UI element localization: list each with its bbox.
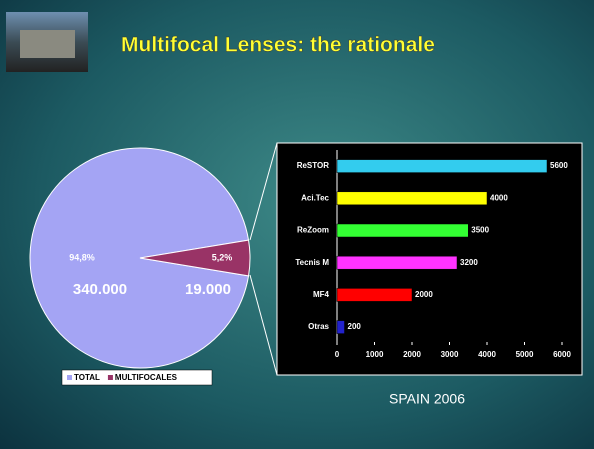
x-tick-label: 0 [335, 350, 340, 359]
pie-count-label: 19.000 [185, 281, 231, 298]
x-tick-label: 6000 [553, 350, 571, 359]
category-label: Tecnis M [295, 258, 329, 267]
x-tick-label: 2000 [403, 350, 421, 359]
photo-building [20, 30, 75, 58]
x-tick-label: 3000 [441, 350, 459, 359]
category-label: ReZoom [297, 226, 329, 235]
legend-swatch [107, 375, 113, 380]
slide-title: Multifocal Lenses: the rationale [121, 34, 435, 57]
caption: SPAIN 2006 [389, 391, 465, 407]
pie-percent-label: 5,2% [212, 252, 233, 262]
x-tick-label: 4000 [478, 350, 496, 359]
category-label: Otras [308, 322, 329, 331]
legend-label: TOTAL [74, 373, 100, 382]
bar [336, 191, 488, 206]
bar-value-label: 5600 [550, 161, 568, 170]
bar [336, 223, 469, 238]
connector [249, 274, 278, 376]
x-tick-label: 1000 [366, 350, 384, 359]
legend-swatch [67, 375, 72, 380]
connector [249, 142, 278, 241]
bar-value-label: 200 [348, 322, 362, 331]
pie-slice [139, 239, 251, 277]
x-tick-label: 5000 [516, 350, 534, 359]
bar [336, 159, 548, 173]
bar-value-label: 4000 [490, 193, 508, 202]
bar-value-label: 3200 [460, 258, 478, 267]
category-label: MF4 [313, 290, 330, 299]
legend-label: MULTIFOCALES [115, 373, 178, 382]
bar [336, 255, 458, 270]
legend-box [61, 369, 213, 386]
category-label: Aci.Tec [301, 193, 329, 202]
bar-value-label: 3500 [471, 226, 489, 235]
pie-count-label: 340.000 [73, 281, 127, 298]
bar [336, 320, 345, 334]
category-label: ReSTOR [297, 161, 330, 170]
pie-percent-label: 94,8% [69, 252, 95, 262]
bar [336, 288, 413, 302]
pie-slice [29, 147, 250, 369]
bar-value-label: 2000 [415, 290, 433, 299]
